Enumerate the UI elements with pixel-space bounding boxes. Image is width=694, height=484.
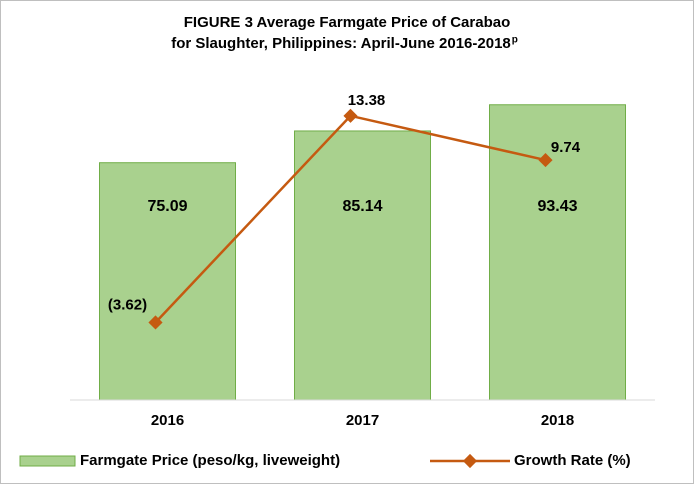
- bar-value-label: 75.09: [147, 198, 187, 215]
- line-marker: [148, 315, 163, 330]
- chart-title: FIGURE 3 Average Farmgate Price of Carab…: [184, 14, 511, 31]
- title-superscript: p: [512, 35, 518, 46]
- legend-label: Farmgate Price (peso/kg, liveweight): [80, 452, 340, 469]
- x-tick-label: 2017: [346, 412, 379, 429]
- line-value-label: 9.74: [551, 139, 581, 156]
- chart-title: for Slaughter, Philippines: April-June 2…: [171, 35, 511, 52]
- line-marker: [343, 108, 358, 123]
- line-value-label: 13.38: [348, 92, 386, 109]
- line-marker: [538, 153, 553, 168]
- line-value-label: (3.62): [108, 296, 147, 313]
- bar: [99, 162, 236, 401]
- bar: [294, 130, 431, 401]
- legend-marker: [462, 453, 478, 469]
- bar-value-label: 93.43: [537, 198, 577, 215]
- bar: [489, 104, 626, 401]
- bar-value-label: 85.14: [342, 198, 382, 215]
- legend-swatch: [19, 455, 76, 467]
- x-tick-label: 2018: [541, 412, 574, 429]
- legend-label: Growth Rate (%): [514, 452, 631, 469]
- x-tick-label: 2016: [151, 412, 184, 429]
